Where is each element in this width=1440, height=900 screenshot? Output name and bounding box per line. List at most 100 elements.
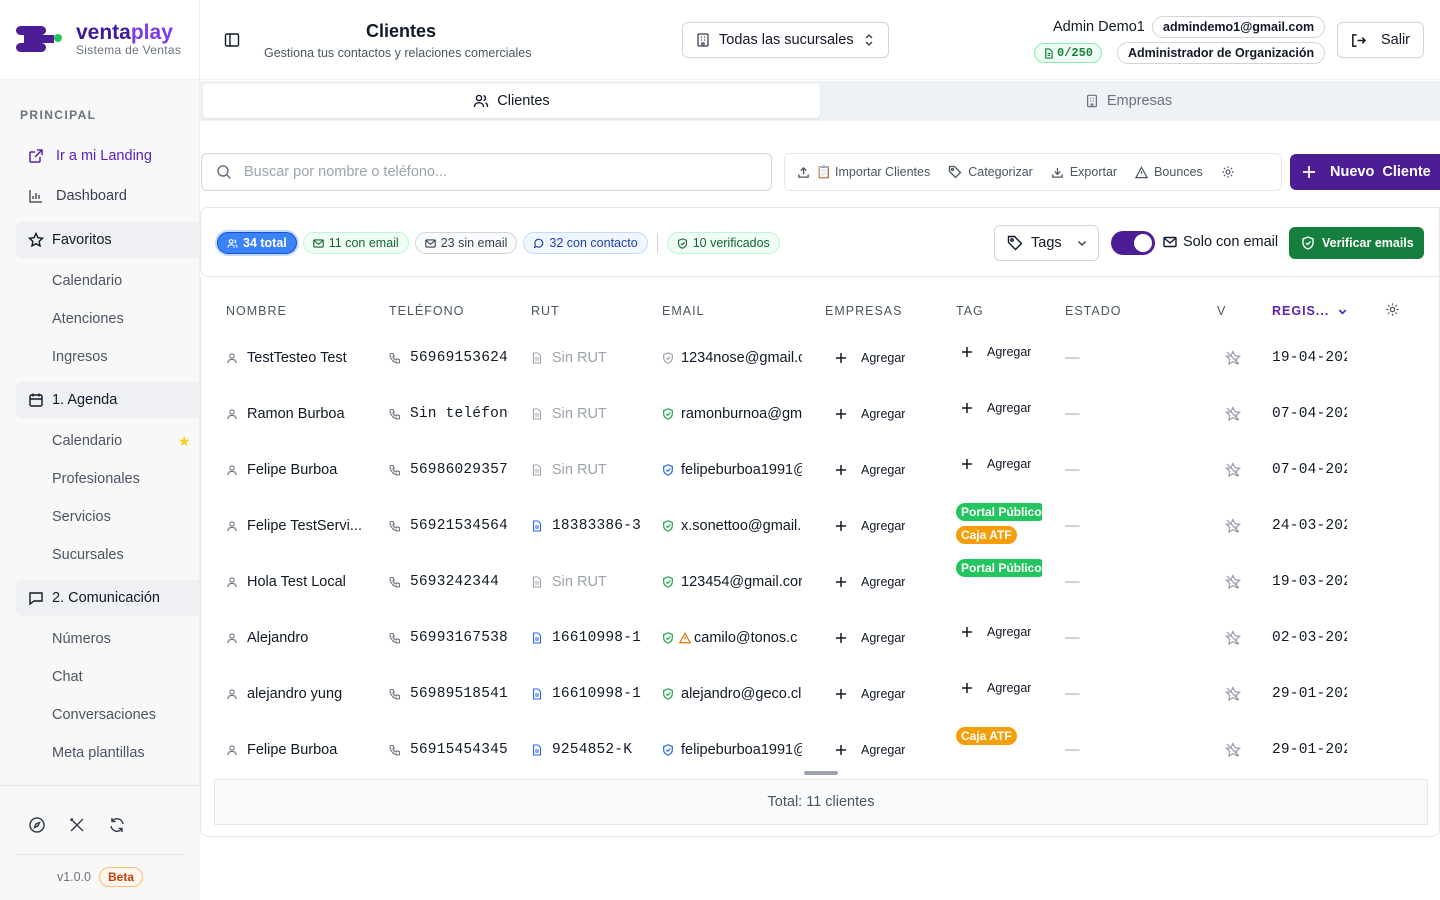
search-input[interactable] bbox=[244, 164, 724, 180]
star-off-icon[interactable] bbox=[1225, 722, 1241, 778]
verify-emails-button[interactable]: Verificar emails bbox=[1289, 227, 1424, 259]
column-header-empresas[interactable]: EMPRESAS bbox=[825, 304, 903, 318]
compass-icon[interactable] bbox=[28, 816, 46, 834]
filter-chip-with-contact[interactable]: 32 con contacto bbox=[523, 232, 648, 254]
client-status: — bbox=[1065, 406, 1080, 422]
table-row[interactable]: Hola Test Local 5693242344 Sin RUT 123454@g… bbox=[201, 554, 1439, 610]
client-name[interactable]: Felipe Burboa bbox=[226, 722, 371, 778]
table-row[interactable]: Alejandro 56993167538 16610998-1 camilo@ton… bbox=[201, 610, 1439, 666]
sidebar-group-comunicacion[interactable]: 2. Comunicación bbox=[16, 580, 199, 616]
star-off-icon[interactable] bbox=[1225, 442, 1241, 498]
tag-badge[interactable]: Caja ATF bbox=[956, 727, 1017, 745]
table-row[interactable]: Ramon Burboa Sin teléfono Sin RUT ramonburn… bbox=[201, 386, 1439, 442]
star-off-icon[interactable] bbox=[1225, 666, 1241, 722]
add-tag-button[interactable]: Agregar bbox=[961, 380, 1031, 436]
sidebar-item-ingresos[interactable]: Ingresos bbox=[52, 349, 108, 365]
column-header-tag[interactable]: TAG bbox=[956, 304, 984, 318]
star-off-icon[interactable] bbox=[1225, 498, 1241, 554]
star-off-icon[interactable] bbox=[1225, 610, 1241, 666]
add-tag-button[interactable]: Agregar bbox=[961, 324, 1031, 380]
tag-badge[interactable]: Caja ATF bbox=[956, 526, 1017, 544]
client-rut: Sin RUT bbox=[531, 554, 643, 610]
export-button[interactable]: Exportar bbox=[1051, 165, 1117, 179]
table-row[interactable]: Felipe Burboa 56915454345 9254852-K felipeb… bbox=[201, 722, 1439, 778]
add-company-button[interactable]: Agregar bbox=[835, 442, 905, 498]
import-clients-button[interactable]: 📋 Importar Clientes bbox=[797, 165, 930, 180]
sidebar-toggle-icon[interactable] bbox=[224, 32, 240, 48]
logout-button[interactable]: Salir bbox=[1337, 22, 1424, 58]
add-tag-button[interactable]: Agregar bbox=[961, 660, 1031, 716]
add-company-button[interactable]: Agregar bbox=[835, 330, 905, 386]
gear-icon bbox=[1221, 165, 1235, 179]
client-name[interactable]: Alejandro bbox=[226, 610, 371, 666]
client-name[interactable]: Felipe TestServi... bbox=[226, 498, 371, 554]
client-name[interactable]: Hola Test Local bbox=[226, 554, 371, 610]
add-company-button[interactable]: Agregar bbox=[835, 722, 905, 778]
table-row[interactable]: alejandro yung 56989518541 16610998-1 aleja… bbox=[201, 666, 1439, 722]
sidebar-item-servicios[interactable]: Servicios bbox=[52, 509, 111, 525]
sidebar-item-dashboard[interactable]: Dashboard bbox=[0, 176, 199, 216]
filter-chip-verified[interactable]: 10 verificados bbox=[666, 232, 780, 254]
column-settings-icon[interactable] bbox=[1385, 302, 1400, 317]
sidebar-item-numeros[interactable]: Números bbox=[52, 631, 111, 647]
table-row[interactable]: TestTesteo Test 56969153624 Sin RUT 1234nos… bbox=[201, 330, 1439, 386]
tab-clientes[interactable]: Clientes bbox=[203, 84, 820, 118]
client-name[interactable]: Felipe Burboa bbox=[226, 442, 371, 498]
tab-empresas[interactable]: Empresas bbox=[820, 84, 1437, 118]
refresh-icon[interactable] bbox=[108, 816, 126, 834]
sidebar-item-meta-plantillas[interactable]: Meta plantillas bbox=[52, 745, 145, 761]
star-off-icon[interactable] bbox=[1225, 330, 1241, 386]
tools-icon[interactable] bbox=[68, 816, 86, 834]
client-name[interactable]: TestTesteo Test bbox=[226, 330, 371, 386]
tags-dropdown[interactable]: Tags bbox=[994, 225, 1099, 261]
sidebar-group-agenda[interactable]: 1. Agenda bbox=[16, 382, 199, 418]
bounces-button[interactable]: Bounces bbox=[1135, 165, 1203, 179]
sidebar-item-calendario-fav[interactable]: Calendario bbox=[52, 273, 123, 289]
brand[interactable]: ventaplay Sistema de Ventas bbox=[0, 0, 199, 80]
add-company-button[interactable]: Agregar bbox=[835, 386, 905, 442]
star-off-icon[interactable] bbox=[1225, 554, 1241, 610]
client-name[interactable]: alejandro yung bbox=[226, 666, 371, 722]
filter-chip-with-email[interactable]: 11 con email bbox=[302, 232, 409, 254]
column-header-rut[interactable]: RUT bbox=[531, 304, 560, 318]
add-company-button[interactable]: Agregar bbox=[835, 498, 905, 554]
scroll-indicator[interactable] bbox=[804, 771, 838, 775]
sidebar-item-sucursales[interactable]: Sucursales bbox=[52, 547, 124, 563]
add-company-button[interactable]: Agregar bbox=[835, 554, 905, 610]
shield-check-icon bbox=[1301, 236, 1315, 250]
sidebar-group-favoritos[interactable]: Favoritos bbox=[16, 222, 199, 258]
add-tag-button[interactable]: Agregar bbox=[961, 436, 1031, 492]
only-email-toggle[interactable] bbox=[1111, 231, 1155, 255]
sidebar-item-conversaciones[interactable]: Conversaciones bbox=[52, 707, 156, 723]
sidebar-item-atenciones[interactable]: Atenciones bbox=[52, 311, 124, 327]
client-name[interactable]: Ramon Burboa bbox=[226, 386, 371, 442]
categorize-button[interactable]: Categorizar bbox=[948, 165, 1033, 179]
branch-select[interactable]: Todas las sucursales bbox=[682, 22, 889, 58]
sidebar-item-landing[interactable]: Ir a mi Landing bbox=[0, 136, 199, 176]
star-off-icon[interactable] bbox=[1225, 386, 1241, 442]
search-box[interactable] bbox=[201, 153, 772, 191]
settings-button[interactable] bbox=[1221, 165, 1235, 179]
column-header-telefono[interactable]: TELÉFONO bbox=[389, 304, 465, 318]
table-row[interactable]: Felipe TestServi... 56921534564 18383386-3… bbox=[201, 498, 1439, 554]
client-registered-date: 07-04-2026 bbox=[1272, 406, 1347, 422]
tag-badge[interactable]: Portal Público bbox=[956, 559, 1042, 577]
new-client-button[interactable]: Nuevo Cliente bbox=[1290, 154, 1440, 190]
filter-chip-total[interactable]: 34 total bbox=[217, 232, 297, 254]
tag-badge[interactable]: Portal Público bbox=[956, 503, 1042, 521]
column-header-email[interactable]: EMAIL bbox=[662, 304, 705, 318]
sidebar-item-chat[interactable]: Chat bbox=[52, 669, 83, 685]
filter-chip-without-email[interactable]: 23 sin email bbox=[414, 232, 518, 254]
tag-list: Portal Público Caja ATF bbox=[956, 498, 1042, 554]
add-company-button[interactable]: Agregar bbox=[835, 666, 905, 722]
sidebar-item-profesionales[interactable]: Profesionales bbox=[52, 471, 140, 487]
add-tag-button[interactable]: Agregar bbox=[961, 604, 1031, 660]
table-row[interactable]: Felipe Burboa 56986029357 Sin RUT felipebur… bbox=[201, 442, 1439, 498]
column-header-v[interactable]: V bbox=[1217, 304, 1227, 318]
add-company-button[interactable]: Agregar bbox=[835, 610, 905, 666]
column-header-nombre[interactable]: NOMBRE bbox=[226, 304, 287, 318]
column-header-registro[interactable]: REGIS... bbox=[1272, 304, 1348, 318]
favorite-star-icon[interactable]: ★ bbox=[178, 432, 191, 449]
sidebar-item-calendario[interactable]: Calendario ★ bbox=[52, 432, 191, 450]
column-header-estado[interactable]: ESTADO bbox=[1065, 304, 1122, 318]
